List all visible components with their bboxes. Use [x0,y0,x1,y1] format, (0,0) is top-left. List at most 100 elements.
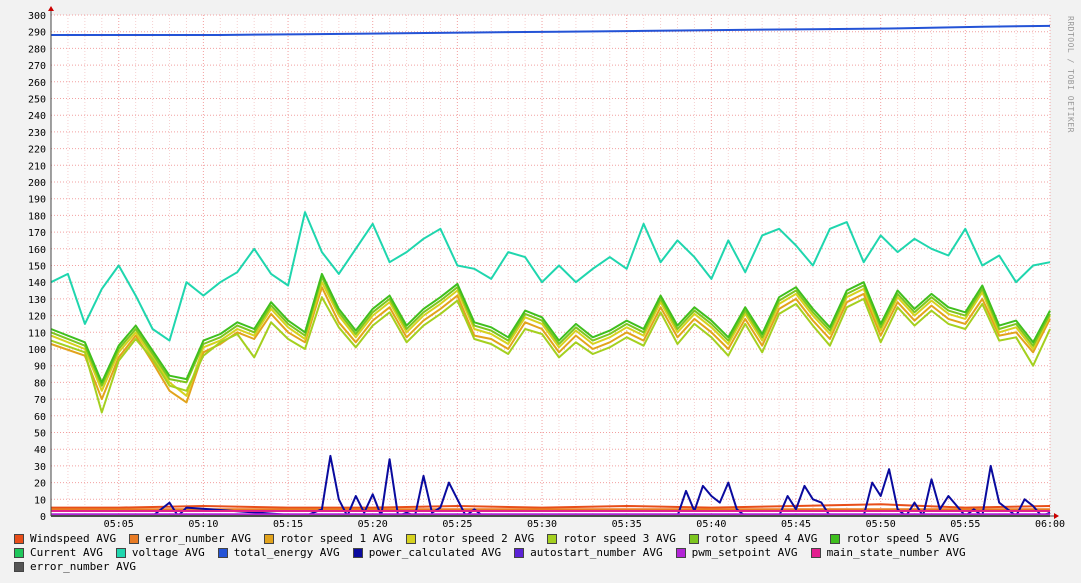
y-tick-label: 90 [34,362,46,373]
legend-item: Windspeed AVG [14,532,116,546]
y-tick-label: 70 [34,395,46,406]
series-line-3 [50,281,1051,397]
series-line-6 [50,272,1051,384]
legend-label: rotor speed 5 AVG [846,532,960,545]
x-tick-label: 05:50 [866,519,896,530]
legend-swatch [675,548,686,558]
y-tick-label: 280 [28,44,46,55]
y-tick-label: 290 [28,28,46,39]
y-tick-label: 80 [34,378,46,389]
legend-swatch [264,534,275,544]
y-tick-label: 170 [28,228,46,239]
legend-swatch [14,534,24,544]
legend-item: rotor speed 2 AVG [405,532,535,546]
series-line-5 [50,276,1051,387]
series-line-4 [50,296,1051,414]
x-tick-label: 05:30 [527,519,557,530]
x-axis-arrow [1054,513,1059,519]
y-tick-label: 100 [28,345,46,356]
legend-swatch [688,534,699,544]
series-line-8 [50,211,1051,342]
rrd-chart: 0 10 20 30 40 50 60 70 80 90 100 110 120 130 140 150 160… [28,6,1065,530]
y-tick-label: 180 [28,211,46,222]
legend: Windspeed AVG error_number AVG rotor speed… [14,532,1079,574]
plot-area-background [51,15,1050,516]
y-tick-label: 230 [28,128,46,139]
legend-item: rotor speed 5 AVG [830,532,959,546]
legend-swatch [217,548,228,558]
y-tick-label: 140 [28,278,46,289]
legend-swatch [405,534,416,544]
y-tick-label: 30 [34,462,46,473]
legend-label: error_number AVG [145,532,252,545]
y-tick-label: 270 [28,61,46,72]
legend-swatch [14,562,24,572]
legend-swatch [514,548,525,558]
legend-item: autostart_number AVG [514,546,663,560]
y-tick-label: 250 [28,95,46,106]
legend-label: rotor speed 1 AVG [280,532,393,545]
legend-label: total_energy AVG [233,546,340,559]
x-tick-labels: 05:05 05:10 05:15 05:20 05:25 05:30 05:35 05:40… [104,519,1065,530]
y-tick-label: 200 [28,178,46,189]
x-tick-label: 05:55 [950,519,980,530]
y-tick-label: 120 [28,312,46,323]
legend-label: rotor speed 4 AVG [704,532,818,545]
legend-swatch [547,534,558,544]
series-line-0 [51,503,1051,509]
legend-swatch [14,548,24,558]
x-tick-label: 05:05 [104,519,134,530]
grid-lines [50,14,1051,517]
legend-item: error_number AVG [14,560,136,574]
y-tick-label: 220 [28,145,46,156]
x-tick-label: 05:25 [442,519,472,530]
y-tick-label: 60 [34,412,46,423]
y-tick-label: 110 [28,328,46,339]
y-axis-arrow [48,6,54,11]
y-tick-label: 210 [28,161,46,172]
y-tick-label: 130 [28,295,46,306]
legend-label: autostart_number AVG [530,546,663,559]
legend-label: Windspeed AVG [30,532,117,545]
legend-swatch [810,548,821,558]
y-tick-label: 240 [28,111,46,122]
series-line-9 [51,24,1051,36]
y-tick-label: 50 [34,429,46,440]
legend-label: pwm_setpoint AVG [691,546,798,559]
legend-label: voltage AVG [131,546,205,559]
legend-item: total_energy AVG [217,546,340,560]
legend-swatch [115,548,126,558]
legend-item: main_state_number AVG [810,546,966,560]
y-tick-labels: 0 10 20 30 40 50 60 70 80 90 100 110 120 130 140 150 160… [28,11,46,523]
y-tick-label: 40 [34,445,46,456]
x-tick-label: 06:00 [1035,519,1065,530]
x-tick-label: 05:45 [781,519,811,530]
x-tick-label: 05:40 [696,519,726,530]
legend-item: rotor speed 1 AVG [264,532,393,546]
y-tick-label: 260 [28,78,46,89]
legend-swatch [129,534,140,544]
y-tick-label: 10 [34,495,46,506]
legend-row: Current AVG voltage AVG total_energy AVG po… [14,546,1079,560]
legend-label: Current AVG [30,546,103,559]
legend-label: power_calculated AVG [368,546,502,559]
legend-item: rotor speed 3 AVG [547,532,676,546]
series-line-10 [51,454,1051,517]
y-tick-label: 20 [34,479,46,490]
x-tick-label: 05:20 [358,519,388,530]
legend-row: Windspeed AVG error_number AVG rotor speed… [14,532,1079,546]
legend-item: error_number AVG [129,532,251,546]
axes [48,6,1059,519]
legend-row: error_number AVG [14,560,1079,574]
legend-swatch [352,548,363,558]
legend-label: main_state_number AVG [826,546,966,559]
legend-item: voltage AVG [115,546,205,560]
y-tick-label: 0 [40,512,46,523]
y-tick-label: 150 [28,262,46,273]
legend-swatch [830,534,841,544]
legend-label: rotor speed 2 AVG [421,532,535,545]
y-tick-label: 190 [28,195,46,206]
legend-label: error_number AVG [30,560,136,573]
legend-item: power_calculated AVG [352,546,502,560]
legend-label: rotor speed 3 AVG [563,532,676,545]
